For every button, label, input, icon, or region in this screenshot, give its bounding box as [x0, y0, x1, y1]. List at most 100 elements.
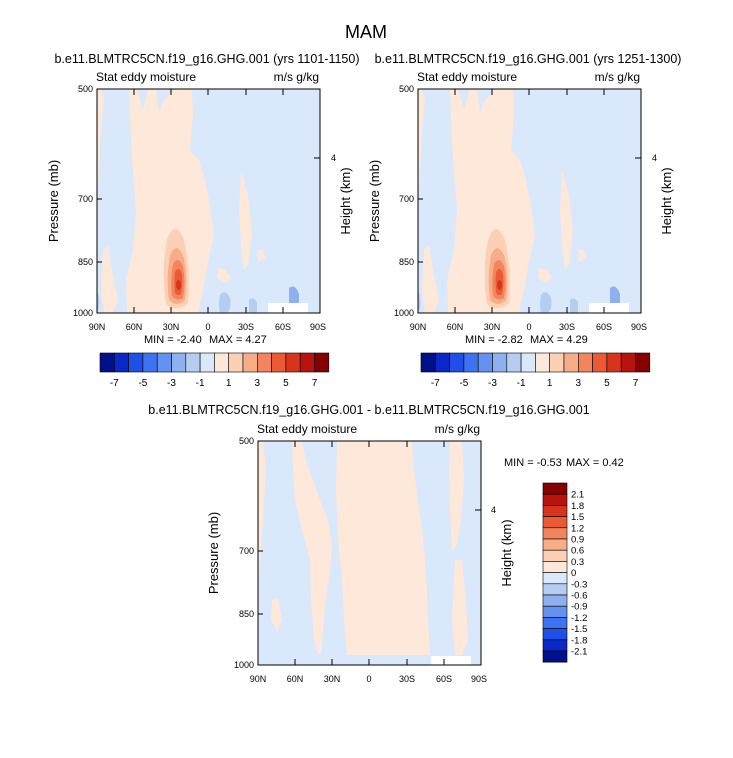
missing-data-region — [589, 303, 629, 313]
colorbar-label: 5 — [604, 378, 610, 389]
colorbar-swatch — [542, 493, 568, 506]
colorbar-swatch — [542, 639, 568, 652]
colorbar-label: 3 — [576, 378, 582, 389]
colorbar-swatch — [449, 352, 465, 373]
missing-data-region — [308, 89, 320, 313]
right-string: m/s g/kg — [595, 70, 640, 84]
colorbar-label: -3 — [167, 378, 176, 389]
y-tick-label: 500 — [399, 84, 414, 94]
min-label: MIN = -0.53 — [504, 457, 562, 469]
colorbar-swatch — [535, 352, 551, 373]
colorbar-swatch — [285, 352, 301, 373]
colorbar-label: 1.5 — [571, 512, 584, 523]
y-tick-label: 700 — [239, 546, 254, 556]
negative-region — [540, 292, 552, 313]
colorbar-swatch — [542, 482, 568, 495]
y-axis-label-right: Height (km) — [659, 167, 674, 234]
colorbar-swatch — [314, 352, 330, 373]
colorbar-swatch — [99, 352, 115, 373]
x-tick-label: 90N — [89, 322, 106, 332]
axis-ticks — [257, 441, 482, 665]
colorbar-swatch — [577, 352, 593, 373]
panel-top-left: b.e11.BLMTRC5CN.f19_g16.GHG.001 (yrs 110… — [46, 52, 360, 389]
positive-region — [422, 245, 439, 313]
colorbar-swatch — [542, 549, 568, 562]
positive-region — [257, 250, 266, 262]
right-string: m/s g/kg — [274, 70, 319, 84]
positive-region — [497, 280, 502, 290]
colorbar-label: -5 — [138, 378, 147, 389]
colorbar-swatch — [185, 352, 201, 373]
colorbar-swatch — [128, 352, 144, 373]
colorbar-label: -3 — [488, 378, 497, 389]
colorbar-label: 0 — [571, 568, 576, 579]
negative-region — [219, 292, 231, 313]
colorbar-swatch — [542, 516, 568, 529]
colorbar-swatch — [635, 352, 651, 373]
max-label: MAX = 4.29 — [530, 334, 588, 346]
max-label: MAX = 0.42 — [566, 457, 624, 469]
colorbar-swatch — [214, 352, 229, 373]
colorbar-swatch — [299, 352, 315, 373]
panel-bottom-diff: b.e11.BLMTRC5CN.f19_g16.GHG.001 - b.e11.… — [148, 403, 624, 684]
colorbar-swatch — [620, 352, 636, 373]
colorbar-label: 1.2 — [571, 523, 584, 534]
colorbar-label: 1 — [226, 378, 232, 389]
positive-region — [336, 441, 430, 655]
left-string: Stat eddy moisture — [417, 70, 517, 84]
x-tick-label: 90N — [410, 322, 427, 332]
y-axis-label-right: Height (km) — [499, 519, 514, 586]
colorbar-swatch — [542, 561, 568, 573]
y-tick-label: 1000 — [234, 660, 254, 670]
x-tick-label: 30N — [324, 674, 341, 684]
colorbar-swatch — [542, 617, 568, 629]
colorbar-label: 5 — [283, 378, 289, 389]
colorbar-label: 0.9 — [571, 535, 584, 546]
colorbar-swatch — [542, 505, 568, 517]
colorbar-swatch — [492, 352, 508, 373]
x-tick-label: 90N — [250, 674, 267, 684]
x-tick-label: 60N — [126, 322, 143, 332]
colorbar-swatch — [463, 352, 479, 373]
negative-region — [97, 290, 100, 313]
colorbar-swatch — [256, 352, 272, 373]
panel-top-right: b.e11.BLMTRC5CN.f19_g16.GHG.001 (yrs 125… — [367, 52, 681, 389]
y-right-tick-label: 4 — [491, 505, 496, 515]
x-tick-label: 0 — [526, 322, 531, 332]
x-tick-label: 0 — [205, 322, 210, 332]
colorbar-label: -1 — [196, 378, 205, 389]
colorbar-swatch — [156, 352, 172, 373]
colorbar-label: -0.9 — [571, 602, 587, 613]
colorbar-swatch — [563, 352, 579, 373]
colorbar-label: -7 — [110, 378, 119, 389]
colorbar-swatch — [542, 572, 568, 585]
positive-region — [176, 280, 181, 290]
colorbar-swatch — [271, 352, 287, 373]
y-tick-label: 700 — [78, 194, 93, 204]
colorbar-swatch — [142, 352, 158, 373]
positive-region — [449, 441, 464, 550]
colorbar-swatch — [542, 594, 568, 607]
colorbar-label: -1.5 — [571, 624, 587, 635]
positive-region — [101, 245, 118, 313]
colorbar-swatch — [171, 352, 187, 373]
colorbar-label: -5 — [459, 378, 468, 389]
x-tick-label: 60S — [436, 674, 452, 684]
heatmap-field — [258, 441, 481, 665]
colorbar-swatch — [520, 352, 536, 373]
y-tick-label: 500 — [78, 84, 93, 94]
panel-title: b.e11.BLMTRC5CN.f19_g16.GHG.001 - b.e11.… — [148, 403, 589, 417]
positive-region — [447, 89, 535, 313]
colorbar-swatch — [420, 352, 436, 373]
colorbar-swatch — [542, 538, 568, 551]
negative-region — [418, 290, 421, 313]
x-tick-label: 90S — [631, 322, 647, 332]
x-tick-label: 30S — [559, 322, 575, 332]
positive-region — [560, 170, 573, 270]
x-tick-label: 60S — [596, 322, 612, 332]
y-axis-label-right: Height (km) — [338, 167, 353, 234]
colorbar: -7 -5 -3 -1 1 3 5 7 — [420, 352, 651, 389]
colorbar-label: 1 — [547, 378, 553, 389]
colorbar-swatch — [228, 352, 244, 373]
positive-region — [578, 250, 587, 262]
